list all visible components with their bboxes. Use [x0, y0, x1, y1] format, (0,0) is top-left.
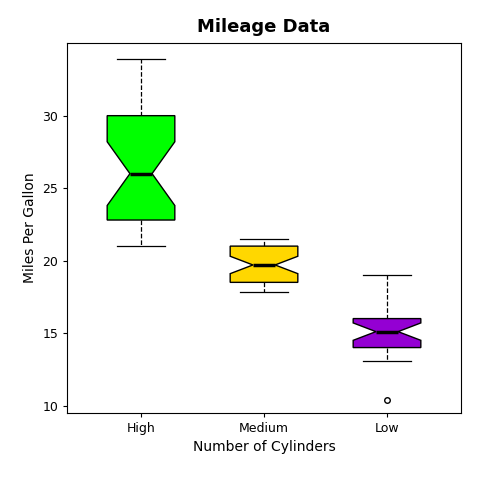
Polygon shape	[353, 319, 421, 348]
Polygon shape	[107, 116, 175, 220]
X-axis label: Number of Cylinders: Number of Cylinders	[192, 440, 336, 455]
Title: Mileage Data: Mileage Data	[197, 18, 331, 36]
Polygon shape	[230, 246, 298, 282]
Y-axis label: Miles Per Gallon: Miles Per Gallon	[23, 173, 37, 283]
